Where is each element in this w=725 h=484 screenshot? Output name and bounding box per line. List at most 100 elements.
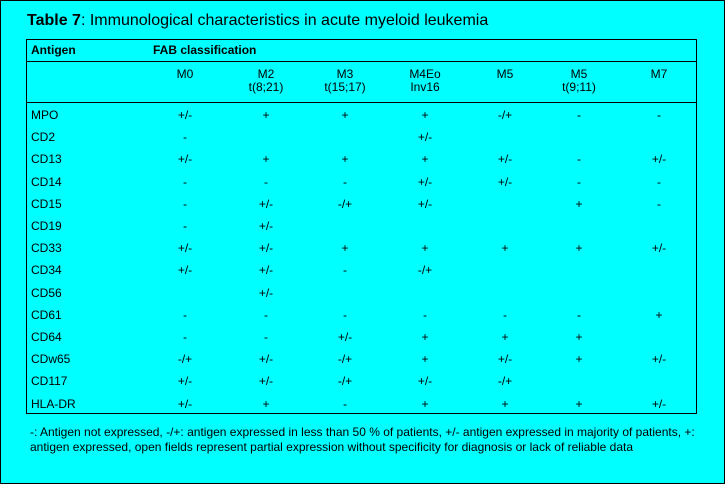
table-cell: +/- xyxy=(417,174,433,189)
column-name: M2 xyxy=(257,67,275,81)
table-cell: + xyxy=(575,396,583,411)
table-cell: -/+ xyxy=(177,352,193,367)
table-cell: - xyxy=(183,174,187,189)
table-cell: + xyxy=(575,330,583,344)
table-cell: - xyxy=(343,396,347,411)
table-cell: -/+ xyxy=(337,196,353,211)
table-cell: - xyxy=(343,263,347,278)
row-antigen-label: CD34 xyxy=(31,263,62,278)
column-header: M0 xyxy=(145,68,225,81)
table-cell: + xyxy=(421,396,429,411)
table-cell: - xyxy=(264,307,268,322)
column-header: M2 t(8;21) xyxy=(226,68,306,94)
column-name: M5 xyxy=(570,67,588,81)
table-cell: + xyxy=(421,152,429,167)
table-cell: +/- xyxy=(177,241,193,256)
row-antigen-label: CD14 xyxy=(31,174,62,189)
table-cell: +/- xyxy=(177,152,193,167)
table-cell: + xyxy=(341,108,349,122)
table-cell: + xyxy=(341,152,349,167)
table-cell: + xyxy=(421,352,429,367)
table-cell: +/- xyxy=(417,374,433,389)
table-title: Table 7: Immunological characteristics i… xyxy=(27,12,488,30)
antigen-header: Antigen xyxy=(31,43,76,57)
column-subtitle: t(15;17) xyxy=(324,80,366,94)
row-antigen-label: CD13 xyxy=(31,152,62,167)
column-name: M7 xyxy=(650,67,668,81)
fab-classification-header: FAB classification xyxy=(153,43,257,57)
table-cell: + xyxy=(501,241,509,256)
table-cell: + xyxy=(655,307,663,322)
row-antigen-label: CDw65 xyxy=(31,352,71,367)
table-cell: -/+ xyxy=(337,374,353,389)
table-cell: - xyxy=(183,307,187,322)
table-cell: +/- xyxy=(497,352,513,367)
row-antigen-label: CD56 xyxy=(31,285,62,300)
table-cell: +/- xyxy=(651,352,667,367)
table-caption: : Immunological characteristics in acute… xyxy=(80,12,489,29)
table-cell: - xyxy=(343,174,347,189)
row-antigen-label: CD33 xyxy=(31,241,62,256)
table-cell: - xyxy=(183,130,187,145)
header-divider xyxy=(27,61,696,62)
table-cell: + xyxy=(421,108,429,122)
table-cell: + xyxy=(262,396,270,411)
table-cell: +/- xyxy=(177,108,193,122)
table-cell: - xyxy=(343,307,347,322)
table-cell: - xyxy=(657,196,661,211)
table-cell: +/- xyxy=(651,241,667,256)
row-antigen-label: CD19 xyxy=(31,219,62,233)
column-name: M0 xyxy=(176,67,194,81)
column-name: M4Eo xyxy=(409,67,441,81)
table-cell: +/- xyxy=(258,374,274,389)
table-cell: - xyxy=(264,330,268,344)
table-cell: - xyxy=(264,174,268,189)
column-subtitle: Inv16 xyxy=(410,80,440,94)
column-header: M7 xyxy=(619,68,699,81)
table-cell: +/- xyxy=(497,152,513,167)
row-antigen-label: MPO xyxy=(31,108,59,122)
row-antigen-label: CD2 xyxy=(31,130,56,145)
row-antigen-label: CD15 xyxy=(31,196,62,211)
table-cell: +/- xyxy=(177,374,193,389)
antigen-table: Antigen FAB classification M0 M2 t(8;21) M3… xyxy=(26,39,697,414)
table-cell: -/+ xyxy=(337,352,353,367)
table-cell: +/- xyxy=(651,152,667,167)
row-antigen-label: CD61 xyxy=(31,307,62,322)
table-cell: - xyxy=(577,152,581,167)
column-header: M4Eo Inv16 xyxy=(385,68,465,94)
table-cell: - xyxy=(183,196,187,211)
table-cell: +/- xyxy=(651,396,667,411)
table-cell: + xyxy=(575,196,583,211)
column-header: M5 xyxy=(465,68,545,81)
table-cell: +/- xyxy=(258,352,274,367)
table-cell: - xyxy=(657,174,661,189)
column-header-divider xyxy=(27,102,696,103)
table-cell: +/- xyxy=(258,263,274,278)
table-cell: +/- xyxy=(417,130,433,145)
table-cell: - xyxy=(183,330,187,344)
table-cell: - xyxy=(577,307,581,322)
table-cell: - xyxy=(577,108,581,122)
table-cell: + xyxy=(262,108,270,122)
table-cell: + xyxy=(501,330,509,344)
table-cell: - xyxy=(503,307,507,322)
table-footnote: -: Antigen not expressed, -/+: antigen e… xyxy=(30,425,695,454)
table-cell: + xyxy=(421,241,429,256)
table-cell: +/- xyxy=(497,174,513,189)
table-cell: +/- xyxy=(337,330,353,344)
column-header: M3 t(15;17) xyxy=(305,68,385,94)
table-number: Table 7 xyxy=(27,12,81,29)
table-cell: + xyxy=(575,241,583,256)
table-cell: - xyxy=(657,108,661,122)
table-cell: +/- xyxy=(417,196,433,211)
table-cell: - xyxy=(423,307,427,322)
table-cell: + xyxy=(575,352,583,367)
table-cell: +/- xyxy=(177,263,193,278)
table-cell: +/- xyxy=(258,285,274,300)
row-antigen-label: CD117 xyxy=(31,374,68,389)
column-subtitle: t(8;21) xyxy=(248,80,284,94)
table-cell: + xyxy=(262,152,270,167)
column-name: M5 xyxy=(496,67,514,81)
table-cell: +/- xyxy=(258,219,274,233)
